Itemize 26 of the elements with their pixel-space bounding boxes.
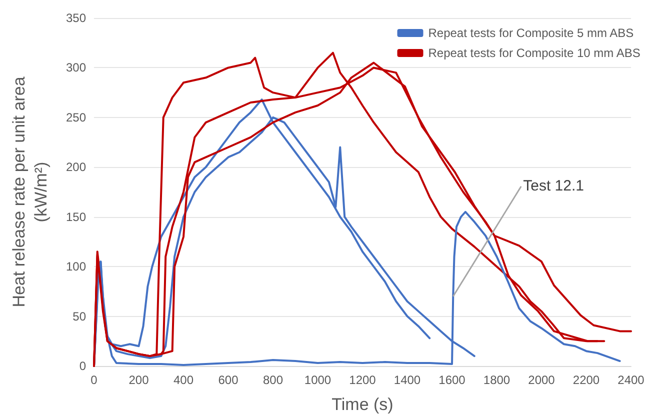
x-tick-label: 800 — [262, 373, 284, 387]
x-tick-label: 1600 — [438, 373, 466, 387]
y-tick-label: 250 — [66, 110, 86, 124]
legend-label: Repeat tests for Composite 10 mm ABS — [428, 46, 640, 60]
y-tick-label: 200 — [66, 160, 86, 174]
x-tick-label: 600 — [218, 373, 239, 387]
annotation: Test 12.1 — [523, 177, 584, 194]
x-tick-label: 1200 — [349, 373, 376, 387]
x-tick-label: 1000 — [304, 373, 332, 387]
y-tick-label: 50 — [72, 309, 86, 324]
x-tick-label: 1800 — [483, 373, 510, 387]
x-tick-label: 1400 — [394, 373, 421, 387]
x-tick-label: 2200 — [572, 373, 600, 387]
x-tick-label: 0 — [90, 373, 98, 387]
x-tick-label: 2400 — [618, 373, 645, 387]
x-tick-label: 400 — [173, 373, 194, 387]
x-tick-label: 2000 — [528, 373, 556, 387]
y-tick-label: 350 — [66, 11, 86, 25]
legend-label: Repeat tests for Composite 5 mm ABS — [428, 26, 634, 40]
y-tick-label: 150 — [66, 210, 86, 224]
y-tick-label: 0 — [79, 359, 86, 373]
x-tick-label: 200 — [128, 373, 150, 387]
y-tick-label: 100 — [66, 260, 86, 274]
y-tick-label: 300 — [66, 60, 86, 75]
y-axis-title: Heat release rate per unit area (kW/m²) — [10, 76, 50, 308]
x-axis-title: Time (s) — [332, 395, 394, 414]
